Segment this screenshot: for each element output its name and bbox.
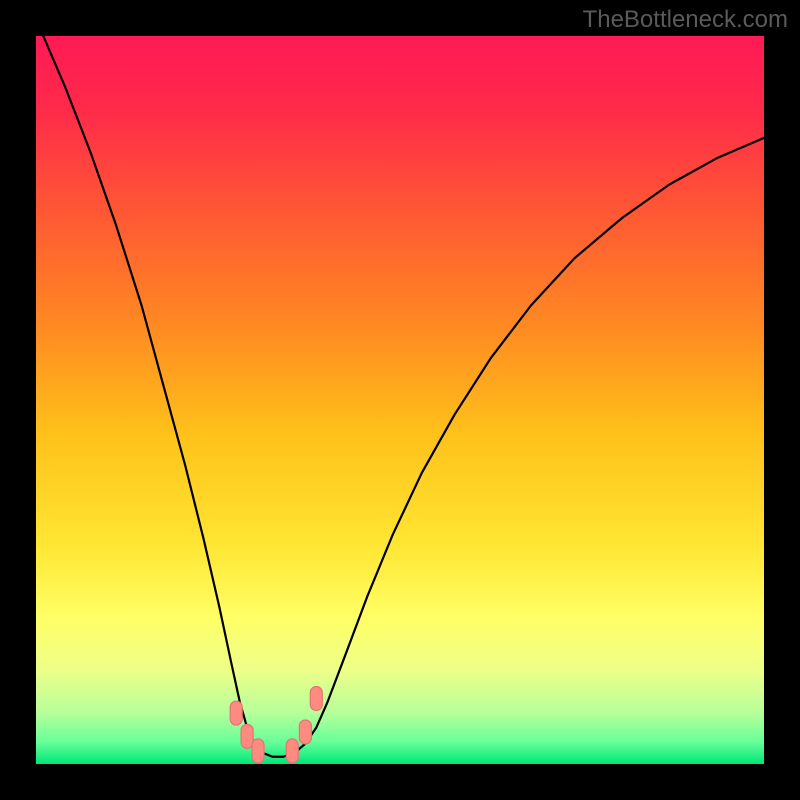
plot-svg: [36, 36, 764, 764]
chart-canvas: TheBottleneck.com: [0, 0, 800, 800]
watermark-text: TheBottleneck.com: [583, 6, 788, 34]
gradient-background: [36, 36, 764, 764]
plot-area: [36, 36, 764, 764]
trough-marker: [230, 701, 242, 725]
trough-marker: [286, 739, 298, 763]
trough-marker: [299, 720, 311, 744]
trough-marker: [252, 739, 264, 763]
trough-marker: [241, 724, 253, 748]
trough-marker: [310, 686, 322, 710]
